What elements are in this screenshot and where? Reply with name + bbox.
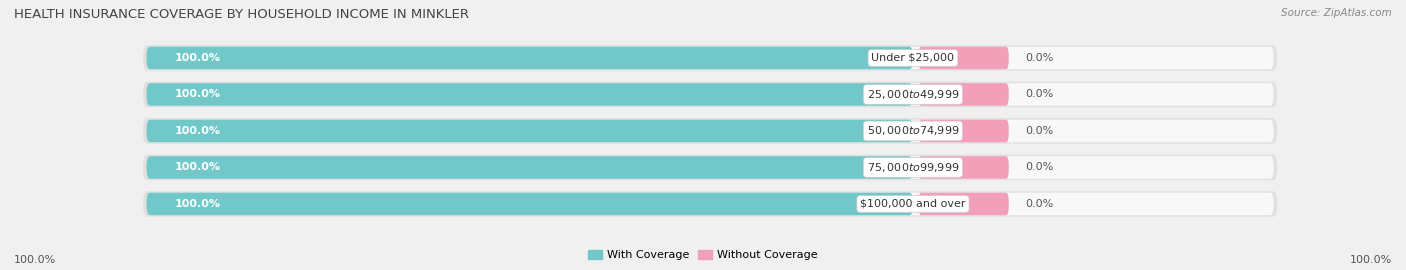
FancyBboxPatch shape xyxy=(146,156,1274,179)
Text: HEALTH INSURANCE COVERAGE BY HOUSEHOLD INCOME IN MINKLER: HEALTH INSURANCE COVERAGE BY HOUSEHOLD I… xyxy=(14,8,470,21)
Text: 0.0%: 0.0% xyxy=(1025,126,1054,136)
FancyBboxPatch shape xyxy=(918,47,1008,69)
FancyBboxPatch shape xyxy=(146,120,912,142)
FancyBboxPatch shape xyxy=(146,120,1274,142)
Text: 0.0%: 0.0% xyxy=(1025,89,1054,99)
Text: 100.0%: 100.0% xyxy=(174,199,221,209)
FancyBboxPatch shape xyxy=(143,82,1277,107)
Text: $100,000 and over: $100,000 and over xyxy=(860,199,966,209)
FancyBboxPatch shape xyxy=(146,193,912,215)
Text: Under $25,000: Under $25,000 xyxy=(872,53,955,63)
FancyBboxPatch shape xyxy=(143,155,1277,180)
Legend: With Coverage, Without Coverage: With Coverage, Without Coverage xyxy=(583,245,823,264)
Text: 100.0%: 100.0% xyxy=(174,126,221,136)
Text: $50,000 to $74,999: $50,000 to $74,999 xyxy=(866,124,959,137)
Text: Source: ZipAtlas.com: Source: ZipAtlas.com xyxy=(1281,8,1392,18)
Text: 100.0%: 100.0% xyxy=(174,163,221,173)
FancyBboxPatch shape xyxy=(918,83,1008,106)
Text: 100.0%: 100.0% xyxy=(14,255,56,265)
Text: 100.0%: 100.0% xyxy=(174,89,221,99)
Text: 100.0%: 100.0% xyxy=(1350,255,1392,265)
FancyBboxPatch shape xyxy=(143,118,1277,144)
Text: 0.0%: 0.0% xyxy=(1025,199,1054,209)
FancyBboxPatch shape xyxy=(918,193,1008,215)
Text: 0.0%: 0.0% xyxy=(1025,53,1054,63)
FancyBboxPatch shape xyxy=(146,83,1274,106)
Text: 0.0%: 0.0% xyxy=(1025,163,1054,173)
FancyBboxPatch shape xyxy=(918,120,1008,142)
FancyBboxPatch shape xyxy=(146,83,912,106)
FancyBboxPatch shape xyxy=(146,193,1274,215)
FancyBboxPatch shape xyxy=(918,156,1008,179)
Text: 100.0%: 100.0% xyxy=(174,53,221,63)
FancyBboxPatch shape xyxy=(146,156,912,179)
FancyBboxPatch shape xyxy=(146,47,1274,69)
FancyBboxPatch shape xyxy=(146,47,912,69)
Text: $75,000 to $99,999: $75,000 to $99,999 xyxy=(866,161,959,174)
FancyBboxPatch shape xyxy=(143,45,1277,71)
Text: $25,000 to $49,999: $25,000 to $49,999 xyxy=(866,88,959,101)
FancyBboxPatch shape xyxy=(143,191,1277,217)
